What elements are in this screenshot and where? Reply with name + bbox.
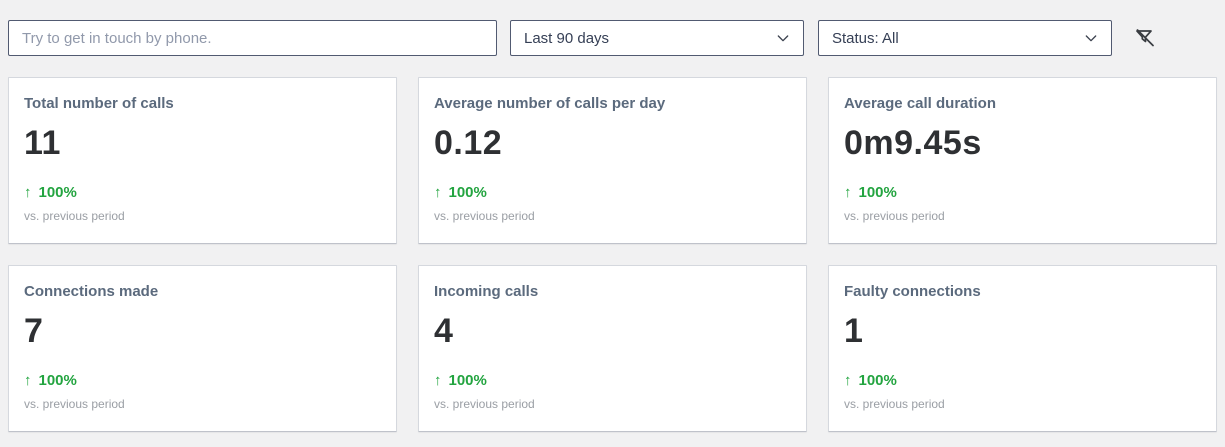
arrow-up-icon: ↑ [844,184,852,201]
clear-filters-button[interactable] [1131,24,1159,52]
arrow-up-icon: ↑ [434,184,442,201]
filter-off-icon [1133,26,1157,50]
card-value: 11 [24,124,61,162]
arrow-up-icon: ↑ [434,372,442,389]
stat-card-incoming-calls: Incoming calls 4 ↑ 100% vs. previous peri… [418,265,807,432]
card-title: Average call duration [844,95,996,112]
card-value: 4 [434,312,454,350]
card-comparison-note: vs. previous period [434,397,535,411]
card-title: Connections made [24,283,159,300]
stat-card-total-calls: Total number of calls 11 ↑ 100% vs. previ… [8,77,397,244]
card-value: 0m9.45s [844,124,982,162]
card-value: 7 [24,312,44,350]
card-delta: ↑ 100% [434,372,791,390]
date-range-value: Last 90 days [524,29,610,47]
stat-card-connections-made: Connections made 7 ↑ 100% vs. previous pe… [8,265,397,432]
chevron-down-icon [775,30,791,46]
card-comparison-note: vs. previous period [844,209,945,223]
delta-percent: 100% [448,372,487,389]
card-delta: ↑ 100% [434,184,791,202]
delta-percent: 100% [38,184,77,201]
card-title: Average number of calls per day [434,95,666,112]
card-value: 1 [844,312,864,350]
card-delta: ↑ 100% [844,372,1201,390]
card-delta: ↑ 100% [24,184,381,202]
filters-toolbar: Last 90 days Status: All [8,20,1159,56]
card-title: Total number of calls [24,95,174,112]
delta-percent: 100% [38,372,77,389]
delta-percent: 100% [448,184,487,201]
status-value: Status: All [832,29,899,47]
delta-percent: 100% [858,372,897,389]
arrow-up-icon: ↑ [24,184,32,201]
card-title: Incoming calls [434,283,539,300]
date-range-dropdown[interactable]: Last 90 days [510,20,804,56]
arrow-up-icon: ↑ [24,372,32,389]
stat-card-faulty-connections: Faulty connections 1 ↑ 100% vs. previous … [828,265,1217,432]
card-comparison-note: vs. previous period [844,397,945,411]
search-input[interactable] [8,20,497,56]
delta-percent: 100% [858,184,897,201]
stats-grid: Total number of calls 11 ↑ 100% vs. previ… [8,77,1217,432]
card-comparison-note: vs. previous period [24,209,125,223]
status-dropdown[interactable]: Status: All [818,20,1112,56]
stat-card-avg-call-duration: Average call duration 0m9.45s ↑ 100% vs. … [828,77,1217,244]
card-delta: ↑ 100% [24,372,381,390]
card-title: Faulty connections [844,283,981,300]
card-value: 0.12 [434,124,503,162]
chevron-down-icon [1083,30,1099,46]
card-delta: ↑ 100% [844,184,1201,202]
card-comparison-note: vs. previous period [434,209,535,223]
arrow-up-icon: ↑ [844,372,852,389]
card-comparison-note: vs. previous period [24,397,125,411]
stat-card-avg-calls-per-day: Average number of calls per day 0.12 ↑ 10… [418,77,807,244]
